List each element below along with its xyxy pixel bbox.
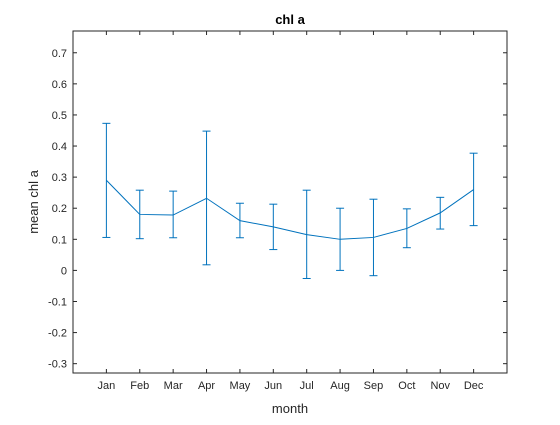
y-tick-label: 0.3 [52,172,67,184]
y-tick-label: -0.2 [48,328,67,340]
y-tick-label: 0.5 [52,110,67,122]
series-layer [102,122,478,279]
x-tick-label: Oct [398,380,415,392]
x-tick-label: Jan [98,380,116,392]
x-tick-label: Sep [364,380,384,392]
y-tick-label: 0.2 [52,203,67,215]
y-axis-label: mean chl a [26,169,41,233]
x-tick-label: Nov [430,380,450,392]
y-tick-label: 0 [61,265,67,277]
chart-title: chl a [275,12,305,27]
y-tick-label: -0.1 [48,296,67,308]
x-tick-label: Feb [130,380,149,392]
y-tick-label: 0.7 [52,48,67,60]
plot-area [72,30,508,374]
x-tick-label: Apr [198,380,215,392]
x-tick-label: Aug [330,380,350,392]
x-tick-label: Dec [464,380,484,392]
y-tick-label: -0.3 [48,359,67,371]
y-tick-label: 0.6 [52,79,67,91]
x-ticks: Jan Feb Mar Apr May Jun Jul Aug Sep Oct Nov Dec [98,31,484,392]
x-tick-label: May [230,380,251,392]
y-tick-label: 0.4 [52,141,67,153]
x-tick-label: Jul [300,380,314,392]
y-tick-label: 0.1 [52,234,67,246]
y-ticks: -0.3 -0.2 -0.1 0 0.1 0.2 0.3 0.4 0.5 0.6 0.7 [48,48,507,371]
series-line [106,179,474,240]
x-tick-label: Jun [264,380,282,392]
x-tick-label: Mar [164,380,183,392]
x-axis-label: month [272,401,308,416]
